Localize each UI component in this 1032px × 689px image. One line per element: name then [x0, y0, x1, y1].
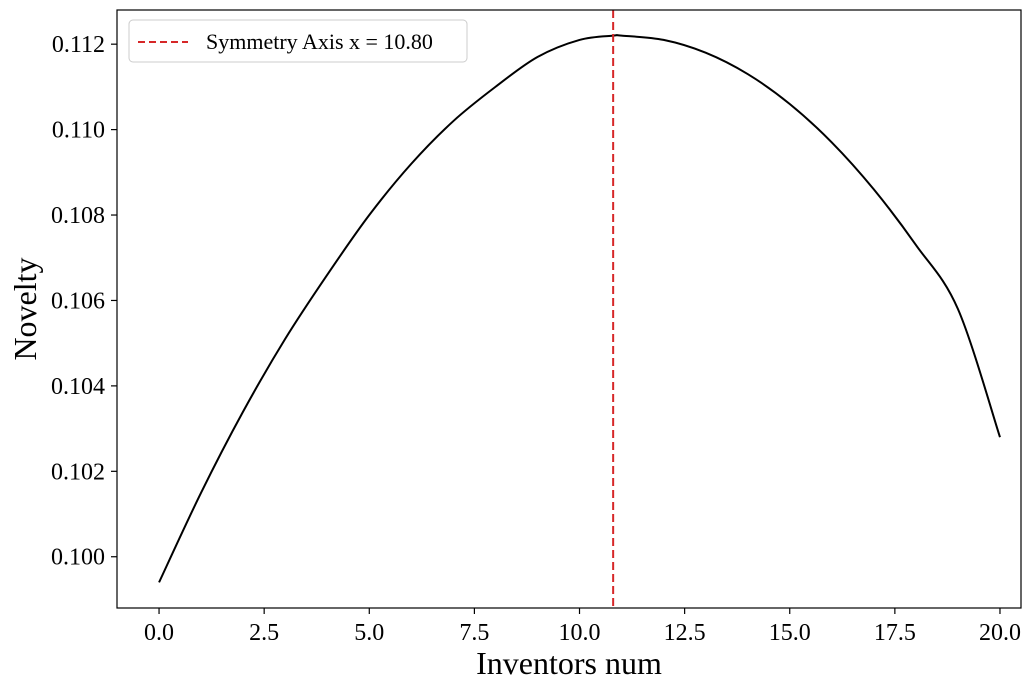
y-tick-label: 0.104 — [51, 374, 105, 400]
plot-background — [117, 10, 1021, 608]
y-tick-label: 0.108 — [51, 203, 105, 229]
x-tick-label: 20.0 — [979, 620, 1021, 646]
curve-layer — [158, 34, 1001, 583]
x-tick-label: 0.0 — [144, 620, 174, 646]
plot-frame — [116, 9, 1022, 609]
x-tick-label: 15.0 — [769, 620, 811, 646]
y-tick-label: 0.112 — [52, 32, 105, 58]
legend: Symmetry Axis x = 10.80 — [128, 19, 468, 63]
y-axis-title: Novelty — [7, 257, 43, 360]
y-tick-label: 0.102 — [51, 459, 105, 485]
x-tick-label: 7.5 — [459, 620, 489, 646]
x-tick-label: 2.5 — [249, 620, 279, 646]
y-tick-label: 0.106 — [51, 288, 105, 314]
y-tick-label: 0.110 — [52, 118, 105, 144]
x-tick-label: 5.0 — [354, 620, 384, 646]
x-ticks: 0.0 2.5 5.0 7.5 10.0 12.5 15.0 17.5 20.0 — [144, 608, 1021, 646]
x-tick-label: 17.5 — [874, 620, 916, 646]
y-tick-label: 0.100 — [51, 545, 105, 571]
x-tick-label: 10.0 — [559, 620, 601, 646]
y-ticks: 0.100 0.102 0.104 0.106 0.108 0.110 0.112 — [51, 32, 117, 571]
novelty-curve — [158, 34, 1001, 583]
legend-label-symmetry-axis: Symmetry Axis x = 10.80 — [206, 29, 433, 54]
x-tick-label: 12.5 — [664, 620, 706, 646]
legend-box — [128, 19, 468, 63]
x-axis-title: Inventors num — [476, 645, 662, 681]
